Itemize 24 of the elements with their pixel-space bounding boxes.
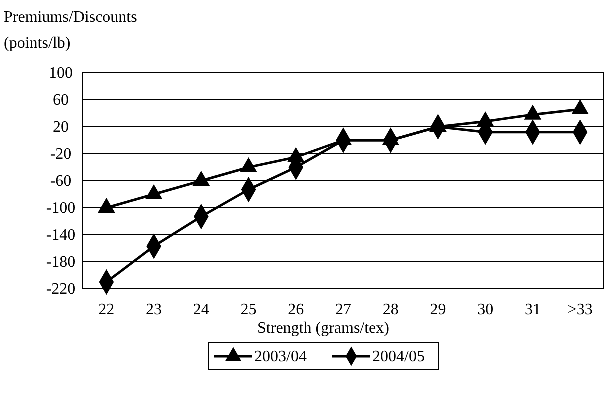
x-tick-label: 26 bbox=[288, 301, 304, 318]
y-tick-label: 100 bbox=[49, 65, 73, 82]
y-tick-label: -140 bbox=[46, 227, 76, 244]
x-tick-label: 30 bbox=[478, 301, 494, 318]
x-tick-label: 27 bbox=[336, 301, 352, 318]
legend-label: 2003/04 bbox=[254, 348, 307, 366]
x-tick-label: 29 bbox=[430, 301, 446, 318]
x-axis-title: Strength (grams/tex) bbox=[258, 320, 390, 337]
x-tick-label: 22 bbox=[98, 301, 115, 318]
y-axis-title: Premiums/Discounts (points/lb) bbox=[4, 9, 138, 52]
x-tick-label: 28 bbox=[382, 301, 399, 318]
y-tick-label: -180 bbox=[46, 254, 76, 272]
y-tick-label: -100 bbox=[46, 200, 76, 218]
y-tick-label: -20 bbox=[50, 146, 72, 164]
x-tick-label: 31 bbox=[524, 301, 541, 318]
y-tick-label: -220 bbox=[46, 281, 76, 298]
x-tick-label: 24 bbox=[193, 301, 210, 318]
legend-label: 2004/05 bbox=[372, 348, 425, 366]
x-tick-label: >33 bbox=[568, 301, 593, 318]
x-tick-label: 25 bbox=[240, 301, 257, 318]
y-tick-label: -60 bbox=[50, 173, 72, 190]
y-tick-label: 20 bbox=[53, 119, 69, 136]
x-tick-label: 23 bbox=[146, 301, 162, 318]
y-tick-label: 60 bbox=[53, 92, 69, 110]
